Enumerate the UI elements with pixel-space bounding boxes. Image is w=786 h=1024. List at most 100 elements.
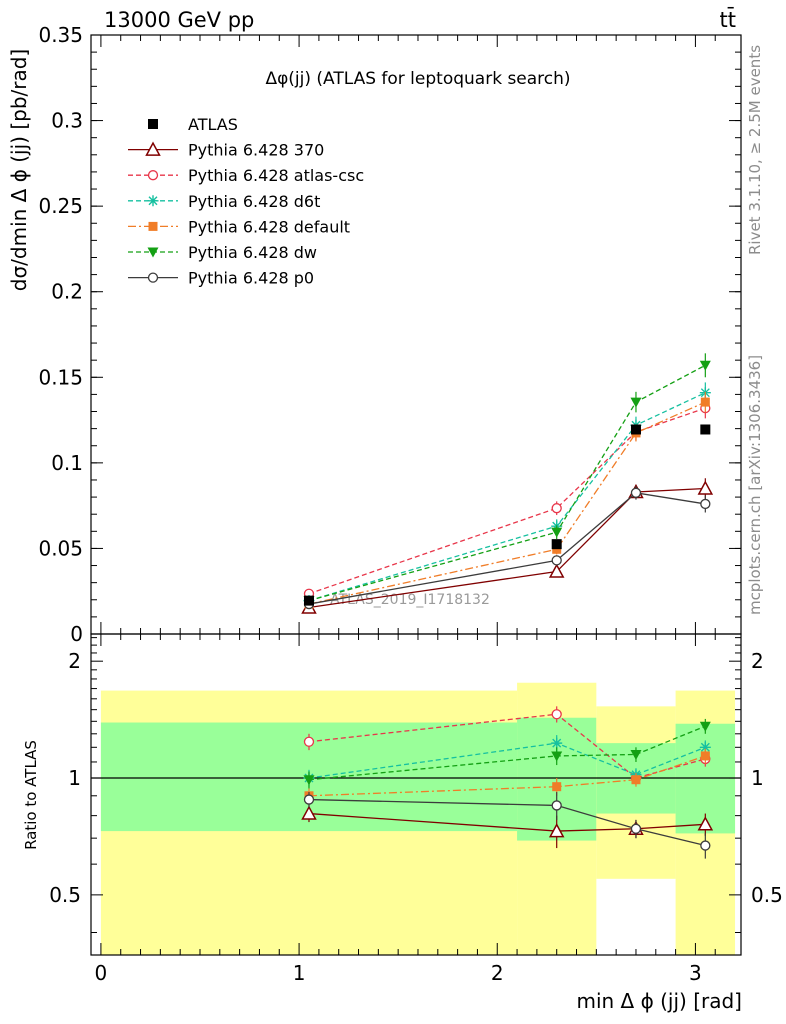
legend-marker [147,247,159,258]
data-point [700,397,710,407]
series-line [308,492,706,605]
legend-marker [147,272,159,283]
legend-marker [148,119,158,129]
ratio-point [630,823,642,834]
y-tick-label: 0.35 [38,23,83,47]
ratio-point [548,823,565,838]
data-point [630,397,642,408]
ratio-line [308,755,706,797]
ratio-y-tick-label-right: 1 [751,766,764,790]
legend-marker [147,170,159,181]
y-tick-label: 0.1 [51,451,83,475]
legend-entry: Pythia 6.428 p0 [128,269,314,288]
ratio-point [303,736,315,747]
main-panel: Δφ(jj) (ATLAS for leptoquark search) ATL… [38,23,742,646]
ratio-line [308,812,706,832]
ratio-point [303,775,315,786]
legend-entry: Pythia 6.428 370 [128,141,324,160]
x-tick-label: 3 [689,961,702,985]
legend-label: Pythia 6.428 p0 [188,269,314,288]
chart-title: Δφ(jj) (ATLAS for leptoquark search) [265,69,570,89]
ratio-point [699,741,711,753]
data-point [551,555,562,566]
ratio-y-tick-label-right: 0.5 [751,883,783,907]
ratio-frame [90,633,742,956]
mcplots-label: mcplots.cern.ch [arXiv:1306.3436] [746,355,764,615]
ratio-series-5 [303,718,711,789]
ratio-series-6 [303,792,711,859]
ratio-point [700,840,711,851]
series-5 [303,353,711,607]
data-point [630,487,642,498]
y-tick-label: 0 [70,622,83,646]
ratio-point [699,721,711,732]
series-line [308,407,706,595]
main-y-axis-label: dσ/dmin Δ ϕ (jj) [pb/rad] [7,49,31,291]
ratio-point [551,709,562,720]
legend-label: Pythia 6.428 370 [188,141,324,160]
legend: ATLAS Pythia 6.428 370 Pythia 6.428 atlas-… [128,115,364,288]
atlas-data [303,424,711,606]
data-point [551,539,562,550]
data-point [630,424,641,435]
x-axis-label: min Δ ϕ (jj) [rad] [576,989,742,1013]
ratio-y-axis-label: Ratio to ATLAS [22,740,40,850]
ratio-point [551,800,562,811]
data-point [699,360,711,371]
legend-entry: Pythia 6.428 atlas-csc [128,166,364,185]
legend-entry: Pythia 6.428 default [128,217,350,236]
legend-entry: Pythia 6.428 d6t [128,192,320,211]
analysis-watermark: ATLAS_2019_I1718132 [330,592,490,608]
series-line [308,364,706,602]
ratio-y-tick-label: 1 [68,766,81,790]
legend-marker [145,141,161,156]
series-line [308,401,706,605]
data-point [700,498,711,510]
energy-label: 13000 GeV pp [104,8,254,32]
ratio-point [551,737,563,749]
series-line [308,487,706,609]
legend-label: Pythia 6.428 d6t [188,192,320,211]
legend-marker [147,195,159,207]
y-tick-label: 0.25 [38,194,83,218]
ratio-point [631,775,641,785]
legend-entry: Pythia 6.428 dw [128,243,317,262]
series-2 [303,397,711,599]
legend-entry: ATLAS [148,115,238,134]
data-point [697,480,714,495]
data-point [551,527,563,538]
y-tick-label: 0.2 [51,280,83,304]
data-point [303,595,314,606]
legend-label: ATLAS [188,115,238,134]
legend-label: Pythia 6.428 atlas-csc [188,166,364,185]
y-tick-label: 0.05 [38,536,83,560]
series-4 [304,391,710,609]
series-line [308,392,706,602]
x-tick-label: 0 [95,961,108,985]
data-point [700,424,711,435]
legend-label: Pythia 6.428 dw [188,243,317,262]
y-tick-label: 0.3 [51,109,83,133]
ratio-y-tick-label: 2 [68,649,81,673]
ratio-point [700,751,710,761]
data-point [548,563,565,578]
ratio-panel: 0.5 0.5 1 1 2 2 0 1 2 3 [49,633,783,985]
series-3 [303,382,711,607]
ratio-line [308,725,706,781]
ratio-point [301,805,317,820]
data-point [552,544,562,554]
ratio-y-tick-label-right: 2 [751,649,764,673]
ratio-point [697,816,714,831]
ratio-y-tick-label: 0.5 [49,883,81,907]
ratio-point [552,782,562,792]
ratio-point [551,751,563,762]
legend-marker [148,221,158,231]
process-label: tt̄ [720,7,736,32]
series-6 [303,485,711,610]
ratio-line [308,742,706,779]
data-point [551,503,562,514]
ratio-line [308,798,706,847]
x-tick-label: 1 [293,961,306,985]
y-tick-label: 0.15 [38,365,83,389]
